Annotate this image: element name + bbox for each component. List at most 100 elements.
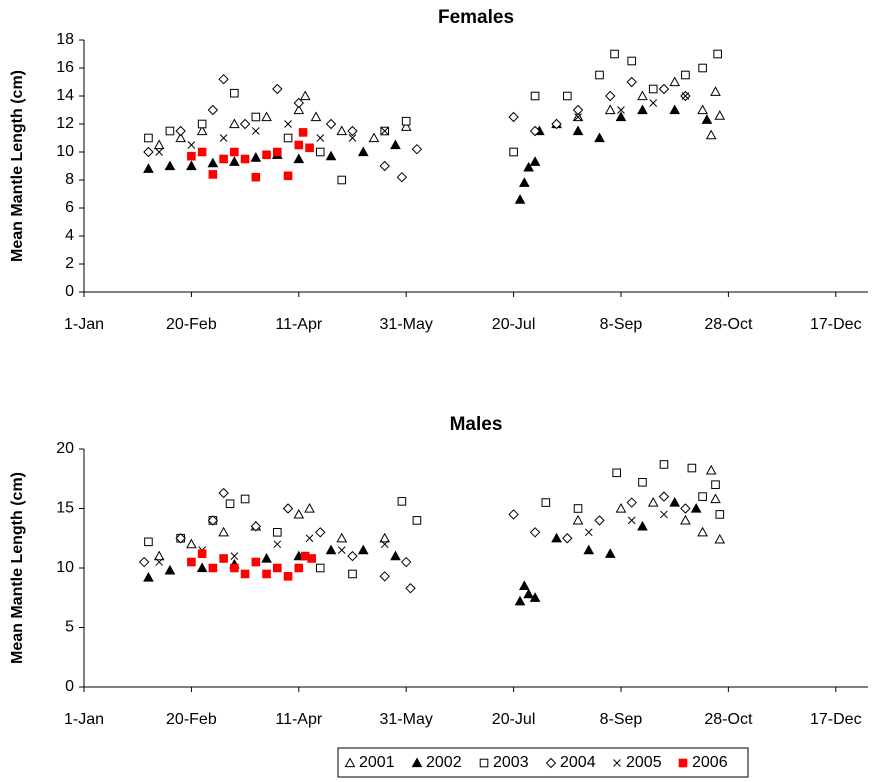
x-tick-label: 17-Dec bbox=[810, 711, 862, 728]
data-point bbox=[315, 527, 326, 538]
data-point bbox=[315, 147, 325, 157]
data-point bbox=[357, 146, 369, 157]
data-point bbox=[144, 133, 153, 143]
data-point bbox=[187, 141, 196, 149]
data-point bbox=[401, 116, 411, 126]
data-point bbox=[551, 118, 562, 130]
data-point bbox=[627, 56, 637, 66]
data-point bbox=[405, 583, 416, 594]
data-point bbox=[697, 526, 708, 537]
data-point bbox=[681, 70, 690, 80]
data-point bbox=[325, 150, 337, 161]
data-point bbox=[251, 557, 261, 567]
data-point bbox=[187, 151, 196, 161]
data-point bbox=[368, 132, 380, 143]
data-point bbox=[230, 88, 239, 98]
data-point bbox=[687, 463, 697, 473]
data-point bbox=[165, 126, 175, 136]
data-point bbox=[153, 139, 165, 150]
data-point bbox=[175, 533, 186, 544]
legend-marker bbox=[613, 759, 621, 767]
data-point bbox=[659, 460, 669, 469]
data-point bbox=[380, 540, 389, 549]
data-point bbox=[715, 510, 725, 519]
data-point bbox=[218, 73, 229, 85]
data-point bbox=[283, 171, 293, 181]
data-point bbox=[305, 143, 314, 153]
data-point bbox=[155, 148, 164, 156]
data-point bbox=[710, 86, 721, 96]
data-point bbox=[143, 146, 154, 158]
data-point bbox=[705, 129, 717, 140]
legend-marker bbox=[479, 758, 489, 768]
data-point bbox=[315, 563, 325, 573]
y-tick-label: 5 bbox=[65, 619, 74, 636]
data-point bbox=[240, 494, 250, 504]
data-point bbox=[508, 111, 519, 123]
data-point bbox=[175, 132, 187, 143]
data-point bbox=[411, 143, 423, 155]
data-point bbox=[400, 121, 412, 131]
data-point bbox=[283, 572, 293, 581]
data-point bbox=[197, 549, 207, 559]
data-point bbox=[397, 497, 407, 506]
data-point bbox=[229, 156, 240, 166]
data-point bbox=[529, 125, 541, 137]
legend-marker bbox=[545, 757, 557, 769]
data-point bbox=[293, 508, 305, 519]
x-tick-label: 31-May bbox=[380, 711, 433, 728]
y-tick-label: 10 bbox=[56, 143, 74, 160]
data-point bbox=[523, 161, 534, 172]
y-axis-label: Mean Mantle Length (cm) bbox=[9, 472, 26, 664]
data-point bbox=[218, 487, 229, 499]
x-tick-label: 8-Sep bbox=[600, 316, 643, 333]
x-tick-label: 1-Jan bbox=[64, 711, 104, 728]
data-point bbox=[710, 493, 721, 504]
data-point bbox=[186, 160, 197, 171]
data-point bbox=[175, 125, 186, 137]
y-tick-label: 2 bbox=[65, 255, 74, 272]
data-point bbox=[572, 104, 584, 116]
data-point bbox=[261, 552, 272, 563]
legend-marker bbox=[344, 757, 356, 768]
data-point bbox=[509, 147, 518, 157]
data-point bbox=[336, 125, 348, 136]
data-point bbox=[230, 147, 239, 157]
data-point bbox=[604, 548, 616, 558]
data-point bbox=[638, 478, 647, 487]
data-point bbox=[714, 110, 726, 120]
data-point bbox=[305, 534, 314, 543]
data-point bbox=[698, 492, 707, 501]
data-point bbox=[711, 480, 720, 489]
data-point bbox=[681, 92, 690, 100]
x-tick-label: 20-Jul bbox=[492, 316, 536, 333]
data-point bbox=[660, 510, 668, 519]
y-tick-label: 18 bbox=[56, 31, 74, 48]
data-point bbox=[138, 556, 150, 568]
x-tick-label: 28-Oct bbox=[704, 711, 753, 728]
data-point bbox=[595, 70, 604, 80]
y-tick-label: 12 bbox=[56, 115, 74, 132]
legend-label: 2004 bbox=[560, 754, 596, 771]
y-tick-label: 4 bbox=[65, 227, 74, 244]
data-point bbox=[573, 504, 583, 513]
data-point bbox=[283, 133, 293, 143]
chart-title: Females bbox=[438, 7, 514, 28]
data-point bbox=[307, 554, 316, 563]
legend-marker bbox=[411, 757, 423, 768]
data-point bbox=[400, 556, 412, 568]
data-point bbox=[648, 84, 658, 94]
data-point bbox=[250, 521, 262, 532]
data-point bbox=[273, 147, 282, 157]
data-point bbox=[293, 153, 305, 164]
data-point bbox=[617, 106, 625, 114]
data-point bbox=[612, 468, 621, 478]
data-point bbox=[529, 592, 541, 602]
data-point bbox=[348, 569, 357, 579]
legend-label: 2003 bbox=[493, 754, 529, 771]
data-point bbox=[219, 554, 228, 563]
y-tick-label: 16 bbox=[56, 59, 74, 76]
x-tick-label: 11-Apr bbox=[275, 316, 323, 333]
data-point bbox=[225, 499, 235, 509]
